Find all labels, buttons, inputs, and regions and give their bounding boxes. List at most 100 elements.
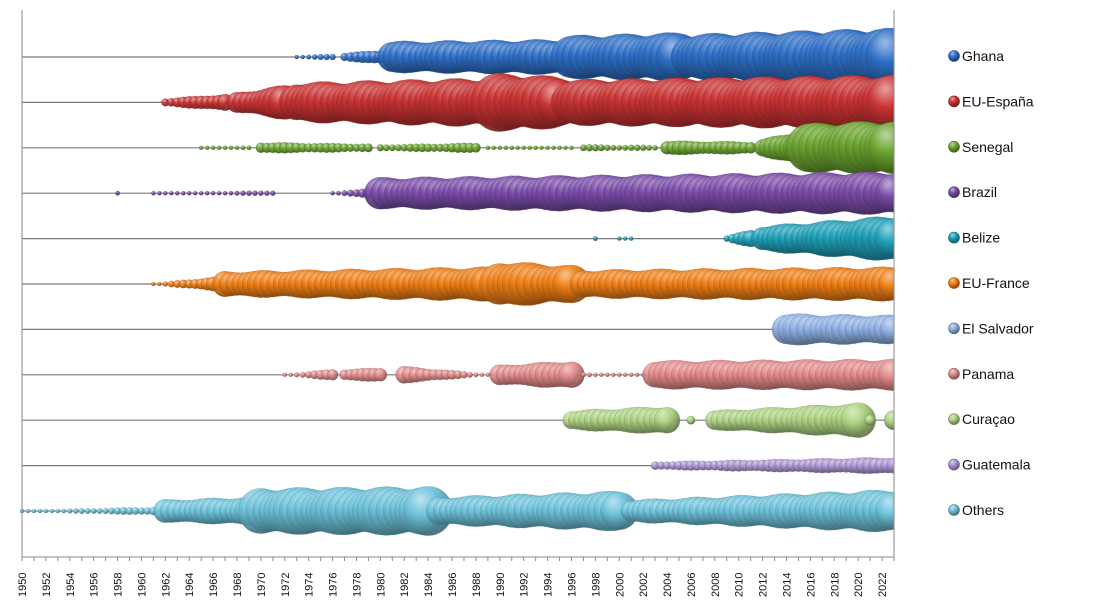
bubble [622, 236, 628, 241]
bubble [222, 190, 228, 196]
x-tick-label: 1998 [590, 573, 602, 597]
bubble [216, 190, 222, 196]
legend-marker [948, 413, 960, 426]
x-tick-label: 2018 [829, 573, 841, 597]
x-tick-label: 1954 [65, 573, 77, 597]
bubble [627, 144, 635, 152]
legend-item-el-salvador: El Salvador [948, 320, 1034, 336]
bubble [264, 190, 270, 196]
legend-item-eu-espa-a: EU-España [948, 93, 1034, 109]
legend-marker [948, 95, 960, 108]
x-tick-label: 2012 [758, 573, 770, 597]
bubble [639, 144, 647, 152]
legend-marker [948, 141, 960, 153]
bubble [593, 236, 598, 241]
x-tick-label: 2010 [734, 573, 746, 597]
legend-marker [948, 186, 960, 198]
bubble [294, 54, 300, 60]
bubble [491, 145, 497, 151]
bubble [330, 190, 335, 196]
axes: 1950 1952 1954 1956 1958 1960 1962 1964 1966 1968… [17, 10, 895, 597]
bubble [867, 121, 894, 175]
bubble [317, 53, 324, 61]
legend-item-eu-france: EU-France [948, 275, 1030, 291]
bubble [557, 145, 562, 151]
x-tick-label: 2016 [805, 573, 817, 597]
bubble [616, 236, 622, 241]
series-eu-espa-a [161, 72, 894, 132]
bubble [622, 372, 628, 378]
bubble [198, 145, 204, 151]
bubble [479, 372, 485, 378]
bubble [341, 190, 348, 197]
bubble [115, 190, 120, 196]
x-tick-label: 1970 [256, 573, 268, 597]
bubble [251, 190, 258, 197]
bubble [527, 145, 533, 151]
bubble [240, 190, 246, 196]
bubble [653, 406, 681, 434]
series-ghana [294, 27, 894, 87]
bubble [163, 190, 168, 196]
bubble [31, 508, 37, 514]
bubble [246, 145, 252, 151]
series-guatemala [650, 457, 894, 475]
bubble [210, 190, 216, 196]
bubble [877, 358, 894, 392]
x-tick-label: 2020 [853, 573, 865, 597]
x-tick-label: 2004 [662, 573, 674, 597]
bubble [186, 190, 192, 196]
bubble [580, 372, 587, 378]
bubble [616, 372, 622, 378]
bubble [466, 371, 474, 378]
legend: Ghana EU-España Senegal Brazil Belize EU-Fran… [948, 48, 1034, 518]
x-tick-label: 1976 [328, 573, 340, 597]
bubble [37, 508, 43, 514]
x-tick-label: 1966 [208, 573, 220, 597]
bubble [326, 369, 339, 381]
bubble [840, 402, 877, 439]
bubble [563, 145, 568, 151]
x-tick-label: 1980 [375, 573, 387, 597]
bubble [586, 372, 593, 378]
series-others [20, 486, 894, 536]
x-tick-label: 1996 [567, 573, 579, 597]
bubble [234, 145, 240, 151]
bubble [288, 372, 294, 378]
bubble [539, 145, 544, 151]
bubble [43, 508, 49, 514]
bubble [604, 372, 610, 378]
x-tick-label: 1988 [471, 573, 483, 597]
bubble-marks [20, 27, 894, 536]
bubble [603, 144, 611, 152]
x-tick-label: 2006 [686, 573, 698, 597]
bubble [240, 145, 246, 151]
bubble [258, 190, 264, 196]
bubble [67, 508, 73, 514]
bubble [874, 173, 894, 213]
bubble [628, 372, 634, 378]
legend-marker [948, 458, 960, 471]
bubble [686, 415, 696, 425]
bubble [299, 371, 306, 378]
bubble [96, 507, 103, 514]
legend-label: Panama [962, 366, 1014, 382]
x-tick-label: 1982 [399, 573, 411, 597]
bubble [551, 145, 556, 151]
bubble [61, 508, 67, 514]
bubble [181, 190, 186, 196]
x-tick-label: 1950 [17, 573, 29, 597]
bubble [622, 144, 629, 151]
bubble [597, 144, 605, 152]
legend-label: Curaçao [962, 411, 1015, 427]
bubble [151, 190, 156, 196]
legend-label: Senegal [962, 139, 1013, 155]
bubble [84, 507, 91, 514]
series-belize [593, 216, 894, 261]
bubble [875, 492, 894, 530]
bubble [633, 144, 641, 152]
bubble [509, 145, 515, 151]
x-tick-label: 1952 [41, 573, 53, 597]
bubble [151, 281, 156, 287]
